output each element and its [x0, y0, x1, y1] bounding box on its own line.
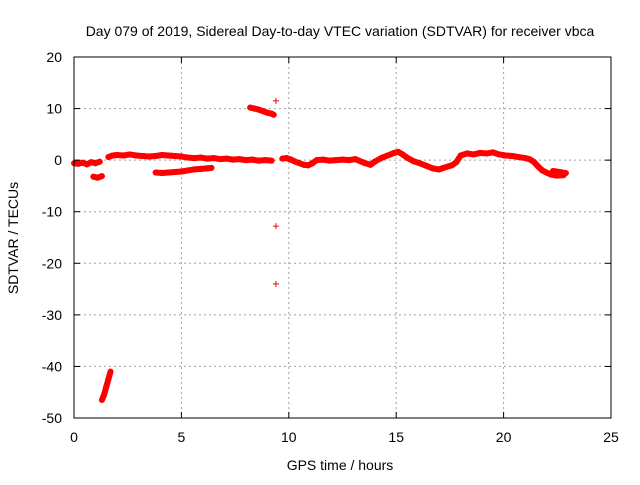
tick-layer: 0 5 10 15 20 25 -50 -40 -30 -20 -10 0 10 20 [42, 49, 619, 445]
x-tick-label: 5 [178, 429, 186, 445]
x-tick-label: 0 [70, 429, 78, 445]
data-band-segment [262, 157, 275, 164]
data-point [272, 280, 279, 287]
data-band-segment [556, 169, 569, 177]
x-tick-label: 20 [496, 429, 512, 445]
grid-layer [74, 57, 611, 418]
data-band-segment [105, 368, 114, 383]
y-tick-label: -10 [42, 204, 62, 220]
y-axis-label: SDTVAR / TECUs [5, 182, 21, 294]
plot-frame [73, 56, 612, 419]
y-tick-label: -20 [42, 255, 62, 271]
x-tick-label: 15 [388, 429, 404, 445]
data-band-segment [268, 110, 277, 118]
y-tick-label: -30 [42, 307, 62, 323]
data-band-segment [94, 173, 105, 181]
data-point [272, 97, 279, 104]
data-band-segment [204, 164, 215, 172]
y-tick-label: -40 [42, 358, 62, 374]
chart-title: Day 079 of 2019, Sidereal Day-to-day VTE… [86, 23, 595, 39]
x-tick-label: 10 [281, 429, 297, 445]
x-tick-label: 25 [603, 429, 619, 445]
y-tick-label: 10 [46, 101, 62, 117]
y-tick-label: 0 [54, 152, 62, 168]
y-tick-label: -50 [42, 410, 62, 426]
data-point [272, 223, 279, 230]
x-axis-label: GPS time / hours [287, 457, 394, 473]
data-band-segment [92, 158, 103, 167]
data-layer [71, 97, 569, 403]
y-tick-label: 20 [46, 49, 62, 65]
